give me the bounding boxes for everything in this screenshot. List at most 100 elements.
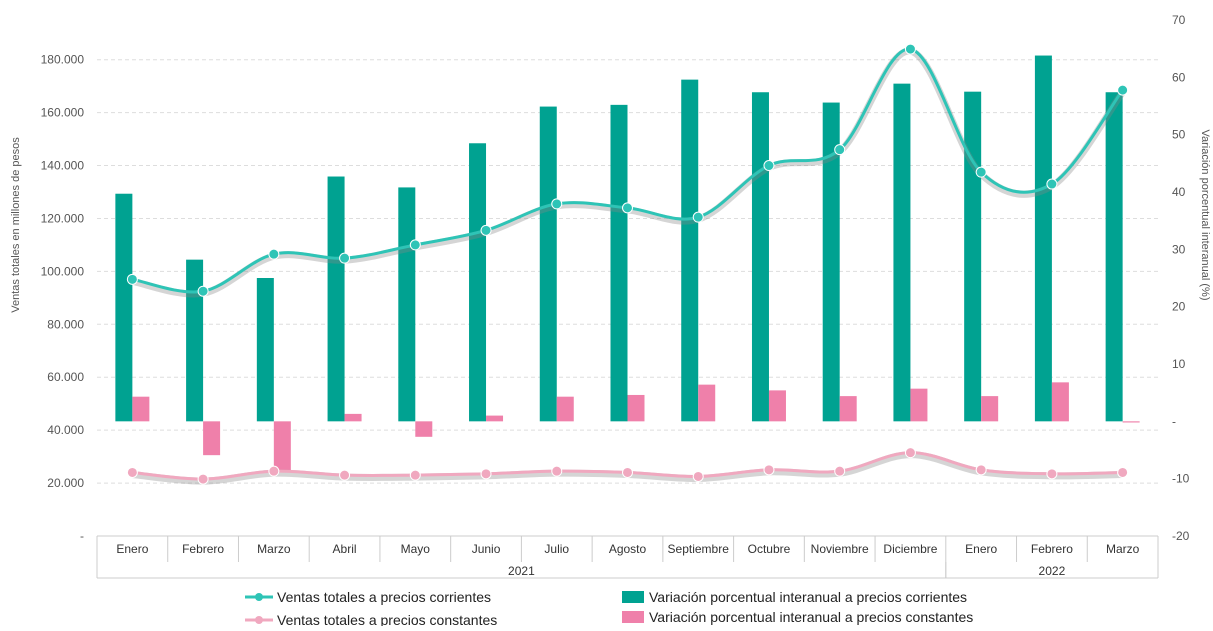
bar-constantes: [768, 390, 786, 422]
point-corrientes: [480, 224, 492, 236]
bar-corrientes: [1105, 92, 1123, 422]
category-label: Marzo: [257, 542, 291, 556]
category-label: Mayo: [401, 542, 431, 556]
bar-corrientes: [469, 143, 487, 422]
point-constantes: [1117, 466, 1129, 478]
bars-layer: [115, 55, 1140, 471]
right-axis-tick-label: 10: [1172, 357, 1186, 371]
right-axis-tick-label: -: [1172, 414, 1176, 428]
category-label: Enero: [965, 542, 997, 556]
point-corrientes: [975, 166, 987, 178]
category-label: Agosto: [609, 542, 647, 556]
legend-label: Variación porcentual interanual a precio…: [649, 589, 967, 605]
point-corrientes: [197, 285, 209, 297]
category-label: Julio: [544, 542, 569, 556]
bar-corrientes: [1034, 55, 1052, 422]
bar-corrientes: [256, 278, 274, 422]
legend-bar-swatch: [622, 611, 644, 623]
legend-label: Ventas totales a precios constantes: [277, 612, 497, 626]
right-axis-tick-label: 30: [1172, 242, 1186, 256]
point-corrientes: [126, 273, 138, 285]
point-constantes: [126, 466, 138, 478]
left-axis-tick-label: 180.000: [41, 53, 85, 67]
bar-corrientes: [398, 187, 416, 422]
category-label: Febrero: [182, 542, 224, 556]
category-label: Abril: [333, 542, 357, 556]
right-axis-tick-label: 70: [1172, 13, 1186, 27]
point-constantes: [692, 470, 704, 482]
group-label: 2022: [1039, 564, 1066, 578]
right-axis-title: Variación porcentual interanual (%): [1199, 130, 1211, 301]
group-label: 2021: [508, 564, 535, 578]
point-corrientes: [622, 202, 633, 214]
bar-constantes: [203, 421, 221, 456]
bar-constantes: [839, 396, 857, 422]
category-label: Noviembre: [811, 542, 869, 556]
bar-constantes: [132, 396, 150, 422]
category-label: Junio: [472, 542, 501, 556]
right-axis-tick-label: 50: [1172, 128, 1186, 142]
bar-corrientes: [822, 102, 840, 422]
bar-constantes: [556, 396, 574, 422]
bar-constantes: [698, 384, 716, 422]
point-corrientes: [339, 252, 351, 264]
bar-constantes: [981, 396, 999, 422]
point-constantes: [904, 447, 916, 459]
bar-constantes: [273, 421, 291, 471]
legend-point-swatch: [255, 593, 263, 601]
point-corrientes: [1117, 84, 1129, 96]
point-constantes: [622, 466, 633, 478]
category-label: Septiembre: [668, 542, 730, 556]
left-axis-tick-label: 80.000: [47, 317, 84, 331]
right-axis-tick-label: 20: [1172, 300, 1186, 314]
left-axis-tick-label: 140.000: [41, 159, 85, 173]
line-corrientes: [132, 47, 1124, 294]
bar-corrientes: [751, 92, 769, 422]
bar-constantes: [910, 388, 928, 422]
bar-corrientes: [681, 79, 699, 422]
bar-constantes: [415, 421, 433, 437]
point-corrientes: [763, 160, 775, 172]
point-constantes: [268, 465, 280, 477]
right-axis-tick-label: 40: [1172, 185, 1186, 199]
bar-constantes: [1122, 421, 1140, 423]
lines-layer: [126, 43, 1129, 485]
left-axis-tick-label: 40.000: [47, 423, 84, 437]
left-axis-tick-label: 100.000: [41, 264, 85, 278]
point-constantes: [551, 465, 563, 477]
category-label: Marzo: [1106, 542, 1140, 556]
legend-bar-swatch: [622, 591, 644, 603]
bar-constantes: [1051, 382, 1069, 422]
point-corrientes: [268, 248, 280, 260]
point-corrientes: [834, 144, 846, 156]
bar-corrientes: [893, 83, 911, 422]
point-constantes: [409, 469, 421, 481]
legend-label: Variación porcentual interanual a precio…: [649, 609, 973, 625]
bar-corrientes: [186, 259, 204, 422]
point-corrientes: [1046, 178, 1058, 190]
bar-corrientes: [964, 91, 982, 422]
left-axis-tick-label: -: [80, 529, 84, 543]
category-label: Enero: [116, 542, 148, 556]
bar-corrientes: [327, 176, 345, 422]
right-axis-tick-label: -20: [1172, 529, 1190, 543]
axis-layer: - 20.000 40.000 60.000 80.000 100.000 120.000 1…: [41, 13, 1190, 579]
left-axis-title: Ventas totales en millones de pesos: [10, 137, 22, 313]
point-constantes: [763, 464, 775, 476]
right-axis-tick-label: 60: [1172, 70, 1186, 84]
bar-constantes: [627, 394, 645, 422]
category-label: Febrero: [1031, 542, 1073, 556]
bar-constantes: [486, 415, 504, 422]
point-constantes: [339, 469, 351, 481]
left-axis-tick-label: 120.000: [41, 211, 85, 225]
point-constantes: [197, 473, 209, 485]
left-axis-tick-label: 20.000: [47, 476, 84, 490]
point-corrientes: [551, 198, 563, 210]
bar-corrientes: [610, 104, 628, 422]
bar-corrientes: [115, 193, 133, 422]
category-label: Octubre: [748, 542, 791, 556]
legend-label: Ventas totales a precios corrientes: [277, 589, 491, 605]
legend-point-swatch: [255, 616, 263, 624]
